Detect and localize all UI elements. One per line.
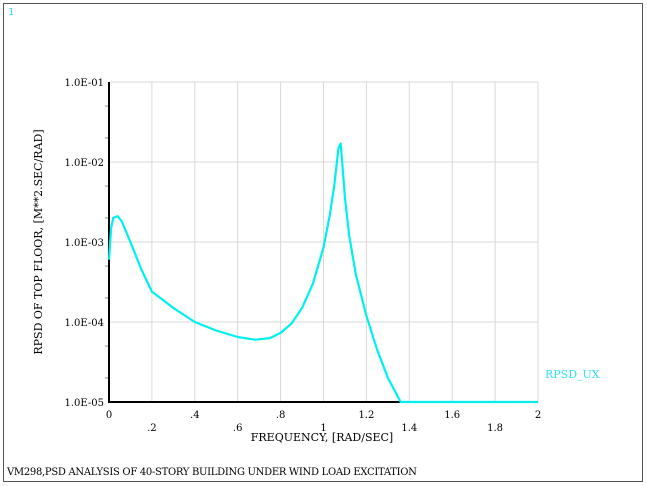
chart-title-footer: VM298,PSD ANALYSIS OF 40-STORY BUILDING … bbox=[7, 467, 417, 478]
svg-text:1.0E-01: 1.0E-01 bbox=[65, 78, 105, 89]
rpsd-ux-curve bbox=[107, 142, 538, 404]
svg-text:0: 0 bbox=[106, 410, 112, 421]
tick-labels: 0 .2 .4 .6 .8 1 1.2 1.4 1.6 1.8 2 1.0E-05 1.0E-04 1.0… bbox=[65, 78, 542, 434]
svg-text:1.0E-02: 1.0E-02 bbox=[65, 158, 105, 169]
svg-text:2: 2 bbox=[535, 410, 541, 421]
grid-lines bbox=[109, 81, 539, 402]
legend-label: RPSD_UX bbox=[545, 368, 600, 381]
window-number: 1 bbox=[8, 7, 15, 18]
svg-text:.4: .4 bbox=[190, 410, 200, 421]
svg-text:.6: .6 bbox=[233, 423, 243, 434]
svg-text:1: 1 bbox=[320, 423, 326, 434]
svg-text:.8: .8 bbox=[276, 410, 286, 421]
svg-text:1.0E-03: 1.0E-03 bbox=[65, 238, 105, 249]
x-axis-label: FREQUENCY, [RAD/SEC] bbox=[251, 431, 393, 444]
y-axis-label: RPSD OF TOP FLOOR, [M**2.SEC/RAD] bbox=[32, 129, 45, 354]
svg-text:1.2: 1.2 bbox=[358, 410, 374, 421]
svg-text:1.0E-05: 1.0E-05 bbox=[65, 398, 105, 409]
svg-text:1.8: 1.8 bbox=[487, 423, 503, 434]
svg-text:1.4: 1.4 bbox=[401, 423, 417, 434]
svg-text:1.6: 1.6 bbox=[444, 410, 460, 421]
svg-text:.2: .2 bbox=[147, 423, 157, 434]
svg-text:1.0E-04: 1.0E-04 bbox=[65, 318, 105, 329]
